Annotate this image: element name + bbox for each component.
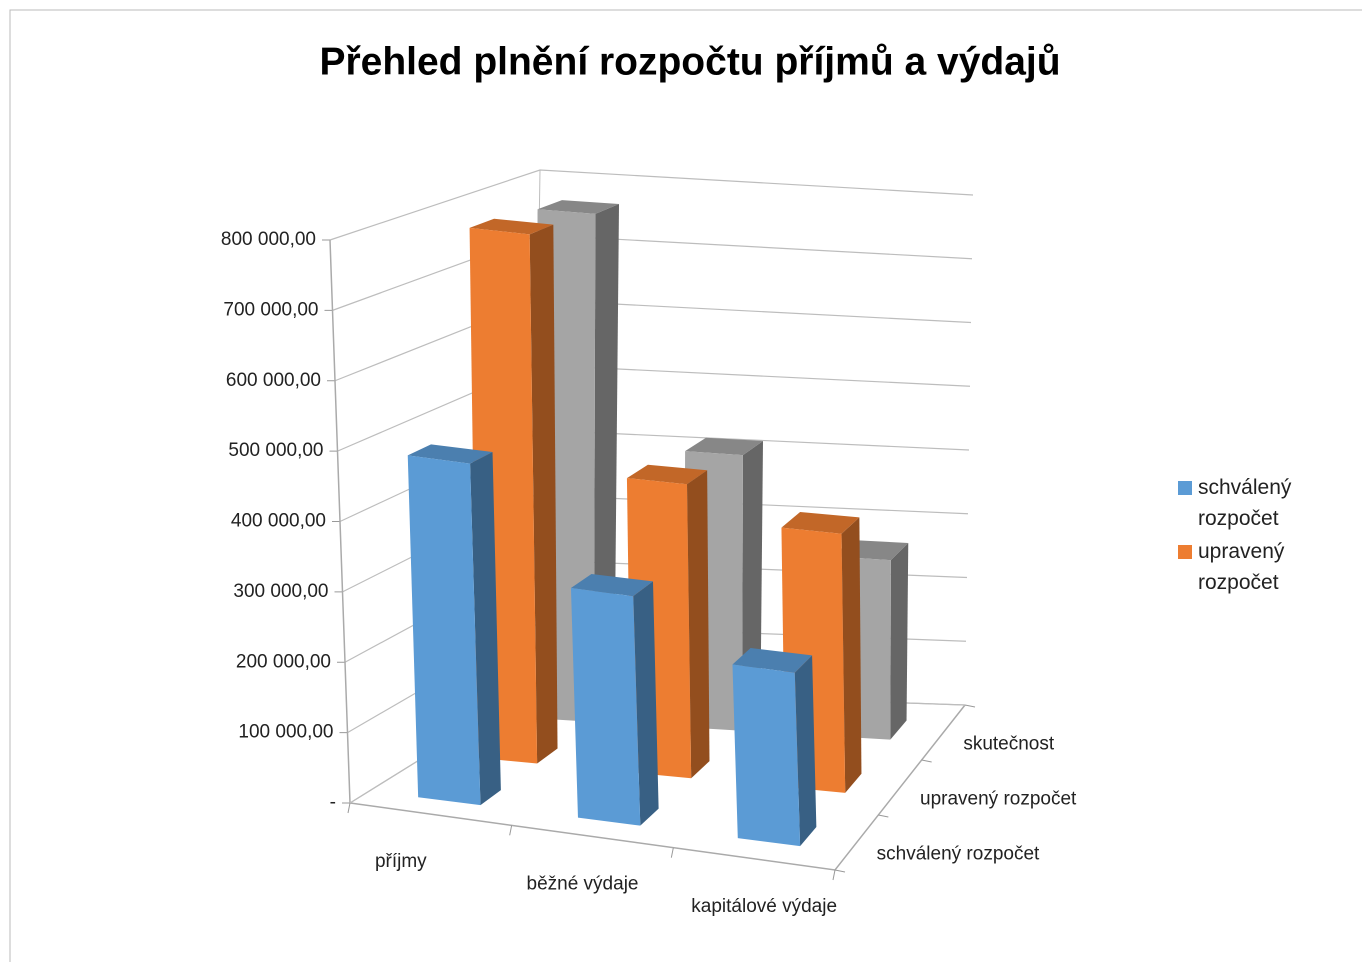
x-tick-label: příjmy [375, 851, 427, 872]
bar-side [841, 517, 862, 793]
axis-line [329, 239, 966, 871]
bar-top [732, 648, 813, 673]
x-tick [509, 825, 513, 836]
y-tick-label: 200 000,00 [236, 651, 331, 672]
grid-line [337, 364, 971, 452]
bar [732, 648, 817, 847]
z-tick [921, 759, 932, 763]
bar-side [794, 655, 817, 847]
y-tick-label: 600 000,00 [226, 370, 321, 391]
z-tick [878, 814, 889, 818]
bar-top [781, 512, 860, 534]
x-tick [670, 847, 674, 858]
bar-front [570, 588, 641, 826]
y-tick-label: 500 000,00 [228, 440, 323, 461]
bar-top [685, 437, 763, 456]
bar-top [407, 444, 493, 464]
bar-top [537, 200, 620, 214]
bar-side [890, 543, 909, 740]
bar-side [633, 581, 659, 826]
x-tick-label: kapitálové výdaje [691, 896, 837, 917]
legend: schválený rozpočet upravený rozpočet [1178, 472, 1328, 600]
legend-item: schválený rozpočet [1178, 472, 1328, 534]
grid-line [329, 169, 974, 241]
y-tick-label: 300 000,00 [233, 581, 328, 602]
bar-front [732, 664, 801, 847]
z-tick [964, 704, 976, 708]
y-tick-label: 400 000,00 [231, 511, 326, 532]
bar-top [469, 218, 554, 235]
grid-line [332, 234, 973, 311]
chart-border [9, 9, 1362, 962]
bar-side [687, 470, 710, 779]
z-tick-label: upravený rozpočet [920, 789, 1077, 810]
y-tick-label: - [330, 792, 336, 813]
bar-top [570, 574, 653, 597]
legend-label: schválený rozpočet [1198, 476, 1292, 530]
z-tick [834, 869, 846, 873]
legend-swatch [1178, 545, 1192, 559]
bar-side [529, 224, 558, 764]
y-tick-label: 800 000,00 [221, 229, 316, 250]
bar-side [470, 451, 501, 806]
bar-top [626, 464, 708, 485]
legend-label: upravený rozpočet [1198, 540, 1285, 594]
legend-item: upravený rozpočet [1178, 536, 1328, 598]
x-tick-label: běžné výdaje [527, 874, 639, 895]
y-tick-label: 700 000,00 [223, 299, 318, 320]
chart-title: Přehled plnění rozpočtu příjmů a výdajů [319, 40, 1060, 83]
legend-swatch [1178, 481, 1192, 495]
bar-front [407, 455, 481, 806]
y-tick-label: 100 000,00 [238, 722, 333, 743]
grid-line [334, 299, 972, 382]
z-tick-label: schválený rozpočet [877, 844, 1040, 865]
x-tick [832, 869, 836, 881]
z-tick-label: skutečnost [963, 734, 1055, 755]
bar [570, 574, 659, 826]
bar [407, 444, 501, 806]
x-tick [347, 802, 351, 814]
